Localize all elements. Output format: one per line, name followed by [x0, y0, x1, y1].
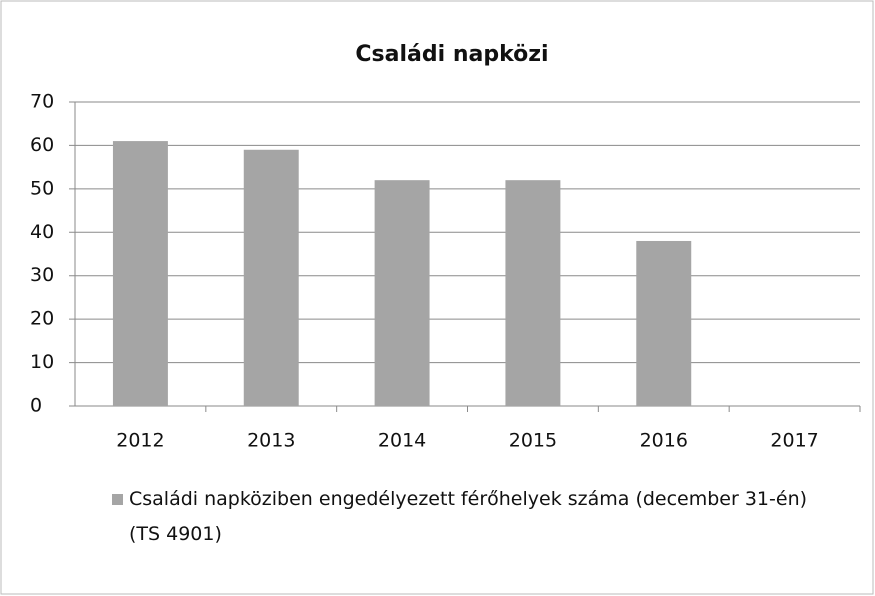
- legend-key: [112, 494, 123, 505]
- bar: [505, 180, 561, 406]
- y-tick-label: 70: [30, 91, 54, 113]
- x-tick-label: 2014: [378, 430, 426, 452]
- x-tick-label: 2016: [640, 430, 688, 452]
- bar: [374, 180, 430, 406]
- bar: [112, 141, 168, 407]
- chart-title: Családi napközi: [355, 42, 548, 67]
- bar: [636, 240, 692, 406]
- x-tick-label: 2012: [116, 430, 164, 452]
- y-tick-label: 60: [30, 134, 54, 156]
- x-tick-label: 2017: [770, 430, 818, 452]
- bar: [243, 149, 299, 406]
- y-tick-label: 10: [30, 351, 54, 373]
- legend-label: Családi napköziben engedélyezett férőhel…: [129, 488, 808, 545]
- legend: Családi napköziben engedélyezett férőhel…: [112, 482, 832, 552]
- y-tick-label: 0: [30, 395, 42, 417]
- y-tick-label: 30: [30, 264, 54, 286]
- y-tick-label: 40: [30, 221, 54, 243]
- x-tick-label: 2015: [509, 430, 557, 452]
- y-tick-label: 20: [30, 308, 54, 330]
- y-tick-label: 50: [30, 177, 54, 199]
- x-tick-label: 2013: [247, 430, 295, 452]
